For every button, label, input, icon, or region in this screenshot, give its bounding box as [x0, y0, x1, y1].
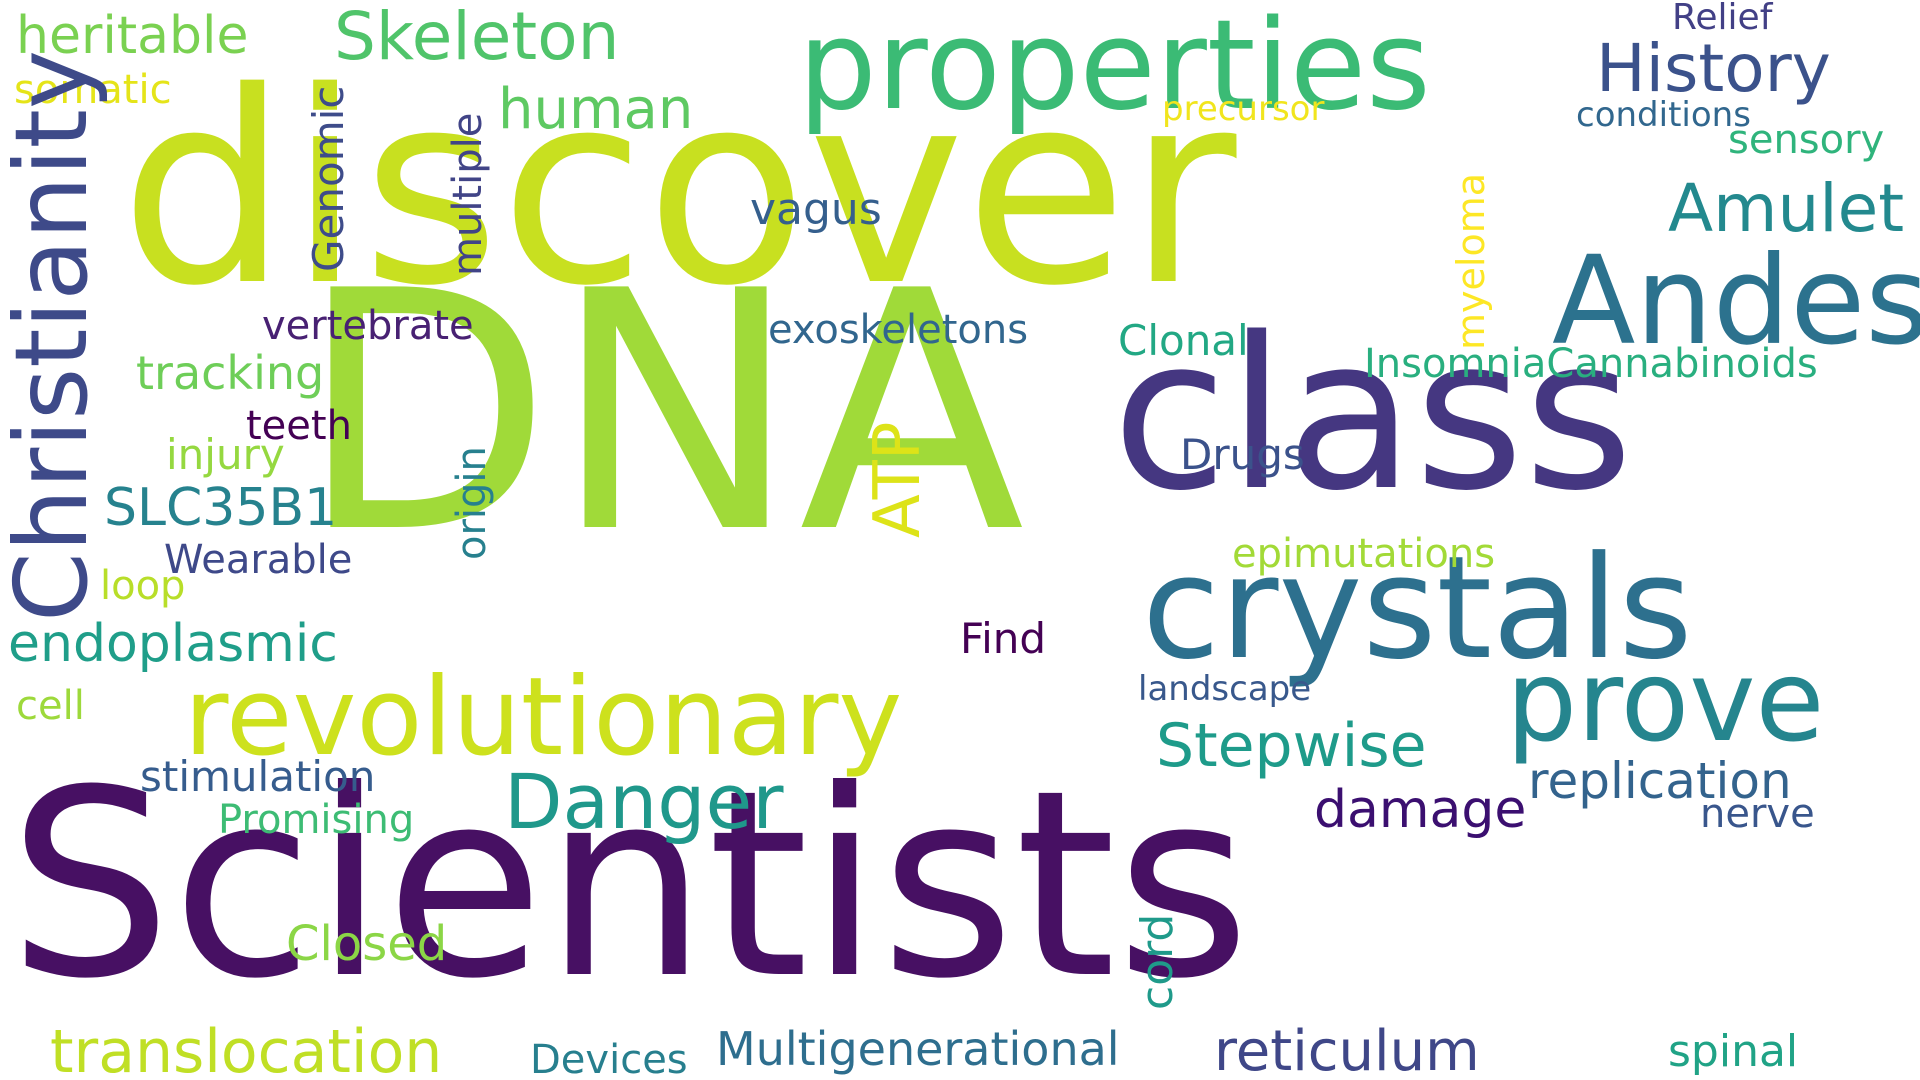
word-class: class	[1112, 292, 1634, 537]
word-find: Find	[960, 614, 1047, 663]
word-wearable: Wearable	[164, 537, 353, 583]
word-clonal: Clonal	[1118, 316, 1249, 365]
word-spinal: spinal	[1668, 1026, 1799, 1077]
word-insomniacannabinoids: InsomniaCannabinoids	[1364, 341, 1818, 387]
word-stepwise: Stepwise	[1156, 711, 1427, 781]
word-injury: injury	[166, 430, 285, 479]
word-danger: Christianity	[0, 49, 110, 622]
word-damage: damage	[1314, 780, 1527, 840]
word-loop: loop	[100, 563, 186, 609]
word-dna: DNA	[298, 221, 1025, 605]
word-translocation: translocation	[50, 1017, 443, 1080]
word-atp: ATP	[861, 421, 935, 539]
word-slc35b1: SLC35B1	[104, 478, 338, 538]
word-somatic: somatic	[14, 67, 172, 113]
word-heritable: heritable	[16, 6, 249, 66]
word-relief: Relief	[1672, 0, 1773, 38]
word-exoskeletons: exoskeletons	[768, 307, 1029, 353]
word-genomic: Genomic	[304, 85, 353, 272]
word-reticulum: reticulum	[1214, 1019, 1480, 1080]
word-precursor: precursor	[1162, 89, 1325, 129]
word-properties: properties	[798, 0, 1431, 138]
word-replication: replication	[1528, 752, 1792, 810]
word-discover: discover	[120, 36, 1237, 344]
word-crystals: crystals	[1142, 526, 1693, 691]
word-multigenerational: Multigenerational	[716, 1022, 1120, 1076]
word-nerve: nerve	[1700, 791, 1815, 837]
word-cell: cell	[16, 683, 85, 729]
word-skeleton: Skeleton	[334, 0, 620, 75]
word-multiple: multiple	[445, 112, 491, 276]
word-teeth: teeth	[246, 403, 352, 449]
word-promising: Promising	[218, 797, 415, 843]
word-endoplasmic: endoplasmic	[8, 614, 338, 674]
word-tracking: tracking	[136, 346, 325, 400]
word-drugs: Drugs	[1180, 430, 1305, 479]
word-devices: Devices	[530, 1037, 688, 1080]
word-human: human	[498, 77, 694, 142]
word-revolutionary: revolutionary	[184, 655, 903, 780]
word-scientists: Scientists	[8, 735, 1251, 1035]
word-andes: Andes	[1552, 230, 1920, 372]
word-origin: origin	[449, 446, 495, 560]
word-history: History	[1596, 30, 1831, 107]
word-landscape: landscape	[1138, 669, 1312, 709]
word-amulet: Amulet	[1668, 170, 1905, 247]
word-stimulation: stimulation	[140, 752, 376, 801]
word-vagus: vagus	[750, 184, 882, 235]
word-epimutations: epimutations	[1232, 531, 1496, 577]
word-vertebrate: vertebrate	[262, 303, 474, 349]
word-conditions: conditions	[1576, 95, 1751, 135]
word-sensory: sensory	[1728, 117, 1885, 163]
word-myeloma: myeloma	[1449, 173, 1493, 350]
word-christianity: Danger	[504, 757, 784, 846]
word-closed: Closed	[286, 916, 448, 972]
word-cord: cord	[1132, 913, 1183, 1010]
word-prove: prove	[1506, 637, 1825, 767]
